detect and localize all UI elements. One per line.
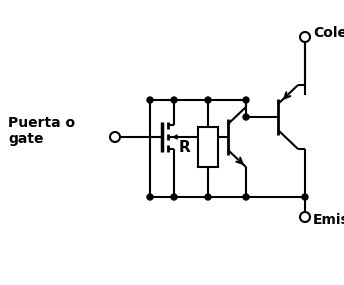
Bar [198,127,218,167]
Circle shape [110,132,120,142]
Circle shape [243,97,249,103]
Circle shape [300,32,310,42]
Text: Colector: Colector [313,26,344,40]
Text: Puerta o
gate: Puerta o gate [8,116,75,146]
Circle shape [243,114,249,120]
Circle shape [300,212,310,222]
Text: Emisor: Emisor [313,213,344,227]
Circle shape [147,97,153,103]
Circle shape [147,194,153,200]
Circle shape [205,194,211,200]
Circle shape [171,194,177,200]
Circle shape [205,97,211,103]
Circle shape [171,97,177,103]
Circle shape [302,194,308,200]
Text: R: R [179,139,191,154]
Circle shape [243,194,249,200]
